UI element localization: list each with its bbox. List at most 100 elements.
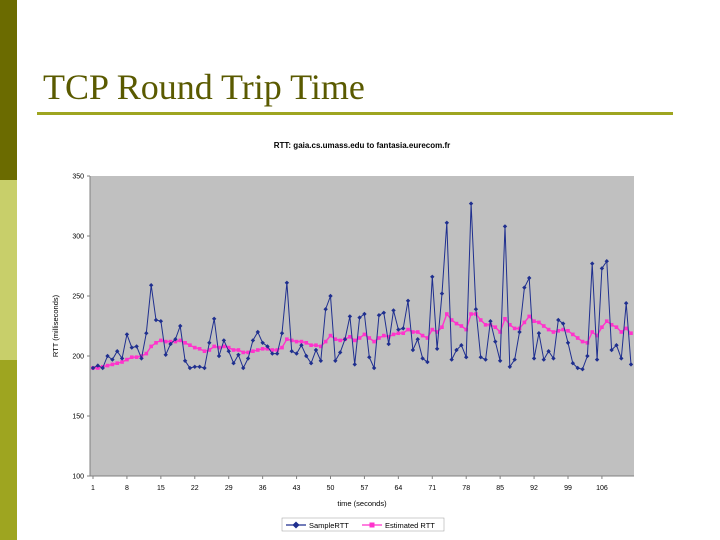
sample-rtt-point bbox=[333, 358, 338, 363]
estimated-rtt-point bbox=[110, 362, 115, 367]
sample-rtt-point bbox=[226, 349, 231, 354]
sample-rtt-point bbox=[449, 357, 454, 362]
sample-rtt-point bbox=[347, 314, 353, 319]
sample-rtt-point bbox=[400, 326, 406, 331]
sample-rtt-point bbox=[623, 301, 629, 306]
estimated-rtt-point bbox=[590, 330, 595, 334]
estimated-rtt-point bbox=[454, 321, 459, 326]
estimated-rtt-point bbox=[183, 341, 187, 345]
estimated-rtt-point bbox=[493, 325, 498, 329]
estimated-rtt-point bbox=[362, 332, 367, 337]
legend-label-estimated: Estimated RTT bbox=[385, 521, 435, 530]
sample-rtt-point bbox=[594, 357, 600, 362]
x-tick-label: 43 bbox=[293, 485, 301, 492]
estimated-rtt-point bbox=[600, 325, 604, 329]
estimated-rtt-point bbox=[222, 344, 226, 349]
estimated-rtt-point bbox=[430, 327, 435, 332]
y-tick-label: 300 bbox=[72, 234, 84, 241]
y-tick-label: 250 bbox=[72, 294, 84, 301]
sample-rtt-point bbox=[512, 357, 517, 362]
chart-title: RTT: gaia.cs.umass.edu to fantasia.eurec… bbox=[274, 141, 451, 150]
sample-rtt-point bbox=[313, 347, 319, 353]
sample-rtt-point bbox=[381, 310, 387, 315]
sample-rtt-point bbox=[580, 367, 585, 372]
sample-rtt-point bbox=[90, 365, 96, 371]
sample-rtt-point bbox=[609, 347, 614, 353]
sample-rtt-point bbox=[507, 364, 513, 369]
estimated-rtt-point bbox=[537, 320, 541, 325]
estimated-rtt-point bbox=[96, 366, 100, 370]
estimated-rtt-point bbox=[309, 343, 313, 347]
sample-rtt-point bbox=[328, 293, 333, 299]
sample-rtt-point bbox=[352, 362, 357, 367]
estimated-rtt-point bbox=[197, 347, 202, 351]
estimated-rtt-point bbox=[357, 336, 362, 340]
sample-rtt-point bbox=[134, 344, 139, 349]
estimated-rtt-point bbox=[226, 345, 231, 350]
estimated-rtt-point bbox=[333, 337, 338, 341]
sample-rtt-point bbox=[575, 365, 580, 371]
sample-rtt-point bbox=[173, 337, 178, 342]
estimated-rtt-point bbox=[575, 336, 580, 340]
estimated-rtt-point bbox=[352, 338, 357, 343]
sample-rtt-point bbox=[144, 331, 149, 336]
sample-rtt-point bbox=[425, 359, 430, 365]
estimated-rtt-point bbox=[580, 339, 585, 344]
estimated-rtt-point bbox=[294, 339, 299, 344]
estimated-rtt-point bbox=[483, 323, 488, 327]
sample-rtt-point bbox=[357, 315, 362, 320]
sample-rtt-point bbox=[497, 358, 503, 363]
estimated-rtt-point bbox=[202, 349, 207, 353]
sample-rtt-point bbox=[502, 224, 508, 229]
x-tick-label: 1 bbox=[91, 485, 95, 492]
sample-rtt-point bbox=[304, 353, 309, 359]
sample-rtt-point bbox=[265, 344, 270, 349]
estimated-rtt-point bbox=[420, 333, 425, 338]
estimated-rtt-point bbox=[173, 339, 178, 344]
sample-rtt-point bbox=[260, 340, 265, 345]
sample-rtt-line bbox=[92, 203, 632, 370]
x-tick-label: 22 bbox=[191, 485, 199, 492]
sample-rtt-point bbox=[459, 343, 464, 348]
estimated-rtt-point bbox=[323, 339, 328, 344]
estimated-rtt-point bbox=[609, 323, 614, 327]
x-tick-label: 99 bbox=[564, 485, 572, 492]
sample-rtt-point bbox=[434, 346, 440, 351]
sample-rtt-point bbox=[405, 298, 411, 303]
estimated-rtt-point bbox=[449, 318, 454, 322]
plot-area bbox=[90, 176, 634, 476]
sample-rtt-point bbox=[619, 356, 624, 361]
sample-rtt-point bbox=[95, 363, 101, 368]
sample-rtt-point bbox=[294, 351, 299, 356]
estimated-rtt-point bbox=[571, 332, 575, 337]
sample-rtt-point bbox=[153, 317, 159, 323]
sample-rtt-point bbox=[420, 356, 425, 361]
sidebar-bar-light bbox=[0, 180, 17, 360]
sidebar-bars bbox=[0, 0, 17, 540]
estimated-rtt-point bbox=[415, 330, 420, 334]
sample-rtt-point bbox=[604, 259, 609, 264]
sample-rtt-point bbox=[439, 291, 445, 296]
sample-rtt-point bbox=[158, 319, 164, 324]
estimated-rtt-point bbox=[425, 336, 430, 340]
sample-rtt-point bbox=[119, 356, 125, 361]
sample-rtt-point bbox=[410, 347, 416, 353]
title-underline bbox=[37, 112, 673, 115]
series-sample-rtt bbox=[90, 201, 634, 372]
estimated-rtt-point bbox=[149, 344, 153, 349]
sample-rtt-point bbox=[241, 365, 246, 371]
sample-rtt-point bbox=[221, 338, 227, 343]
estimated-rtt-point bbox=[561, 327, 565, 332]
estimated-rtt-point bbox=[629, 331, 633, 335]
estimated-rtt-point bbox=[503, 317, 507, 321]
sample-rtt-point bbox=[124, 332, 130, 337]
estimated-rtt-point bbox=[115, 361, 120, 365]
estimated-rtt-point bbox=[512, 326, 517, 331]
x-tick-label: 78 bbox=[462, 485, 470, 492]
sample-rtt-point bbox=[391, 308, 396, 313]
x-tick-label: 71 bbox=[428, 485, 436, 492]
sample-rtt-point bbox=[178, 323, 183, 329]
sample-rtt-point bbox=[415, 337, 420, 342]
legend: SampleRTT Estimated RTT bbox=[281, 517, 445, 532]
estimated-rtt-point bbox=[440, 325, 444, 329]
